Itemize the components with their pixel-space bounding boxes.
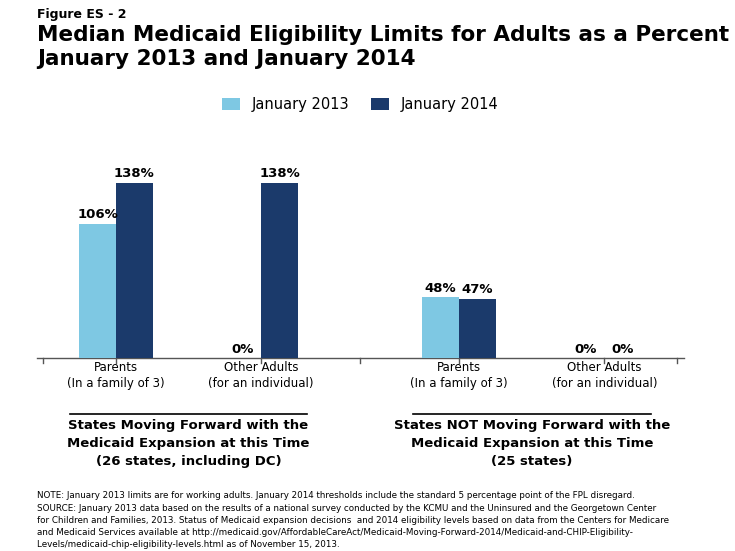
Bar: [116, 183, 153, 358]
Text: 138%: 138%: [114, 168, 155, 181]
Bar: [261, 183, 298, 358]
Text: 47%: 47%: [462, 283, 493, 296]
Text: FAMILY: FAMILY: [644, 521, 698, 535]
Text: 48%: 48%: [425, 282, 456, 295]
Bar: [459, 299, 496, 358]
Text: Parents
(In a family of 3): Parents (In a family of 3): [67, 361, 165, 390]
Legend: January 2013, January 2014: January 2013, January 2014: [223, 98, 498, 112]
Text: Figure ES - 2: Figure ES - 2: [37, 8, 126, 21]
Text: Other Adults
(for an individual): Other Adults (for an individual): [551, 361, 657, 390]
Text: 106%: 106%: [77, 208, 118, 221]
Text: Other Adults
(for an individual): Other Adults (for an individual): [209, 361, 314, 390]
Bar: [79, 224, 116, 358]
Text: FOUNDATION: FOUNDATION: [650, 537, 692, 542]
Text: THE HENRY J.: THE HENRY J.: [651, 503, 690, 507]
Text: States Moving Forward with the
Medicaid Expansion at this Time
(26 states, inclu: States Moving Forward with the Medicaid …: [68, 419, 309, 468]
Text: KAISER: KAISER: [642, 510, 699, 523]
Text: NOTE: January 2013 limits are for working adults. January 2014 thresholds includ: NOTE: January 2013 limits are for workin…: [37, 491, 669, 549]
Text: 0%: 0%: [232, 343, 254, 355]
Text: 0%: 0%: [575, 343, 597, 355]
Bar: [422, 297, 459, 358]
Text: 138%: 138%: [259, 168, 300, 181]
Text: 0%: 0%: [612, 343, 634, 355]
Text: Parents
(In a family of 3): Parents (In a family of 3): [410, 361, 508, 390]
Text: States NOT Moving Forward with the
Medicaid Expansion at this Time
(25 states): States NOT Moving Forward with the Medic…: [394, 419, 670, 468]
Text: Median Medicaid Eligibility Limits for Adults as a Percent of the FPL,
January 2: Median Medicaid Eligibility Limits for A…: [37, 25, 735, 69]
